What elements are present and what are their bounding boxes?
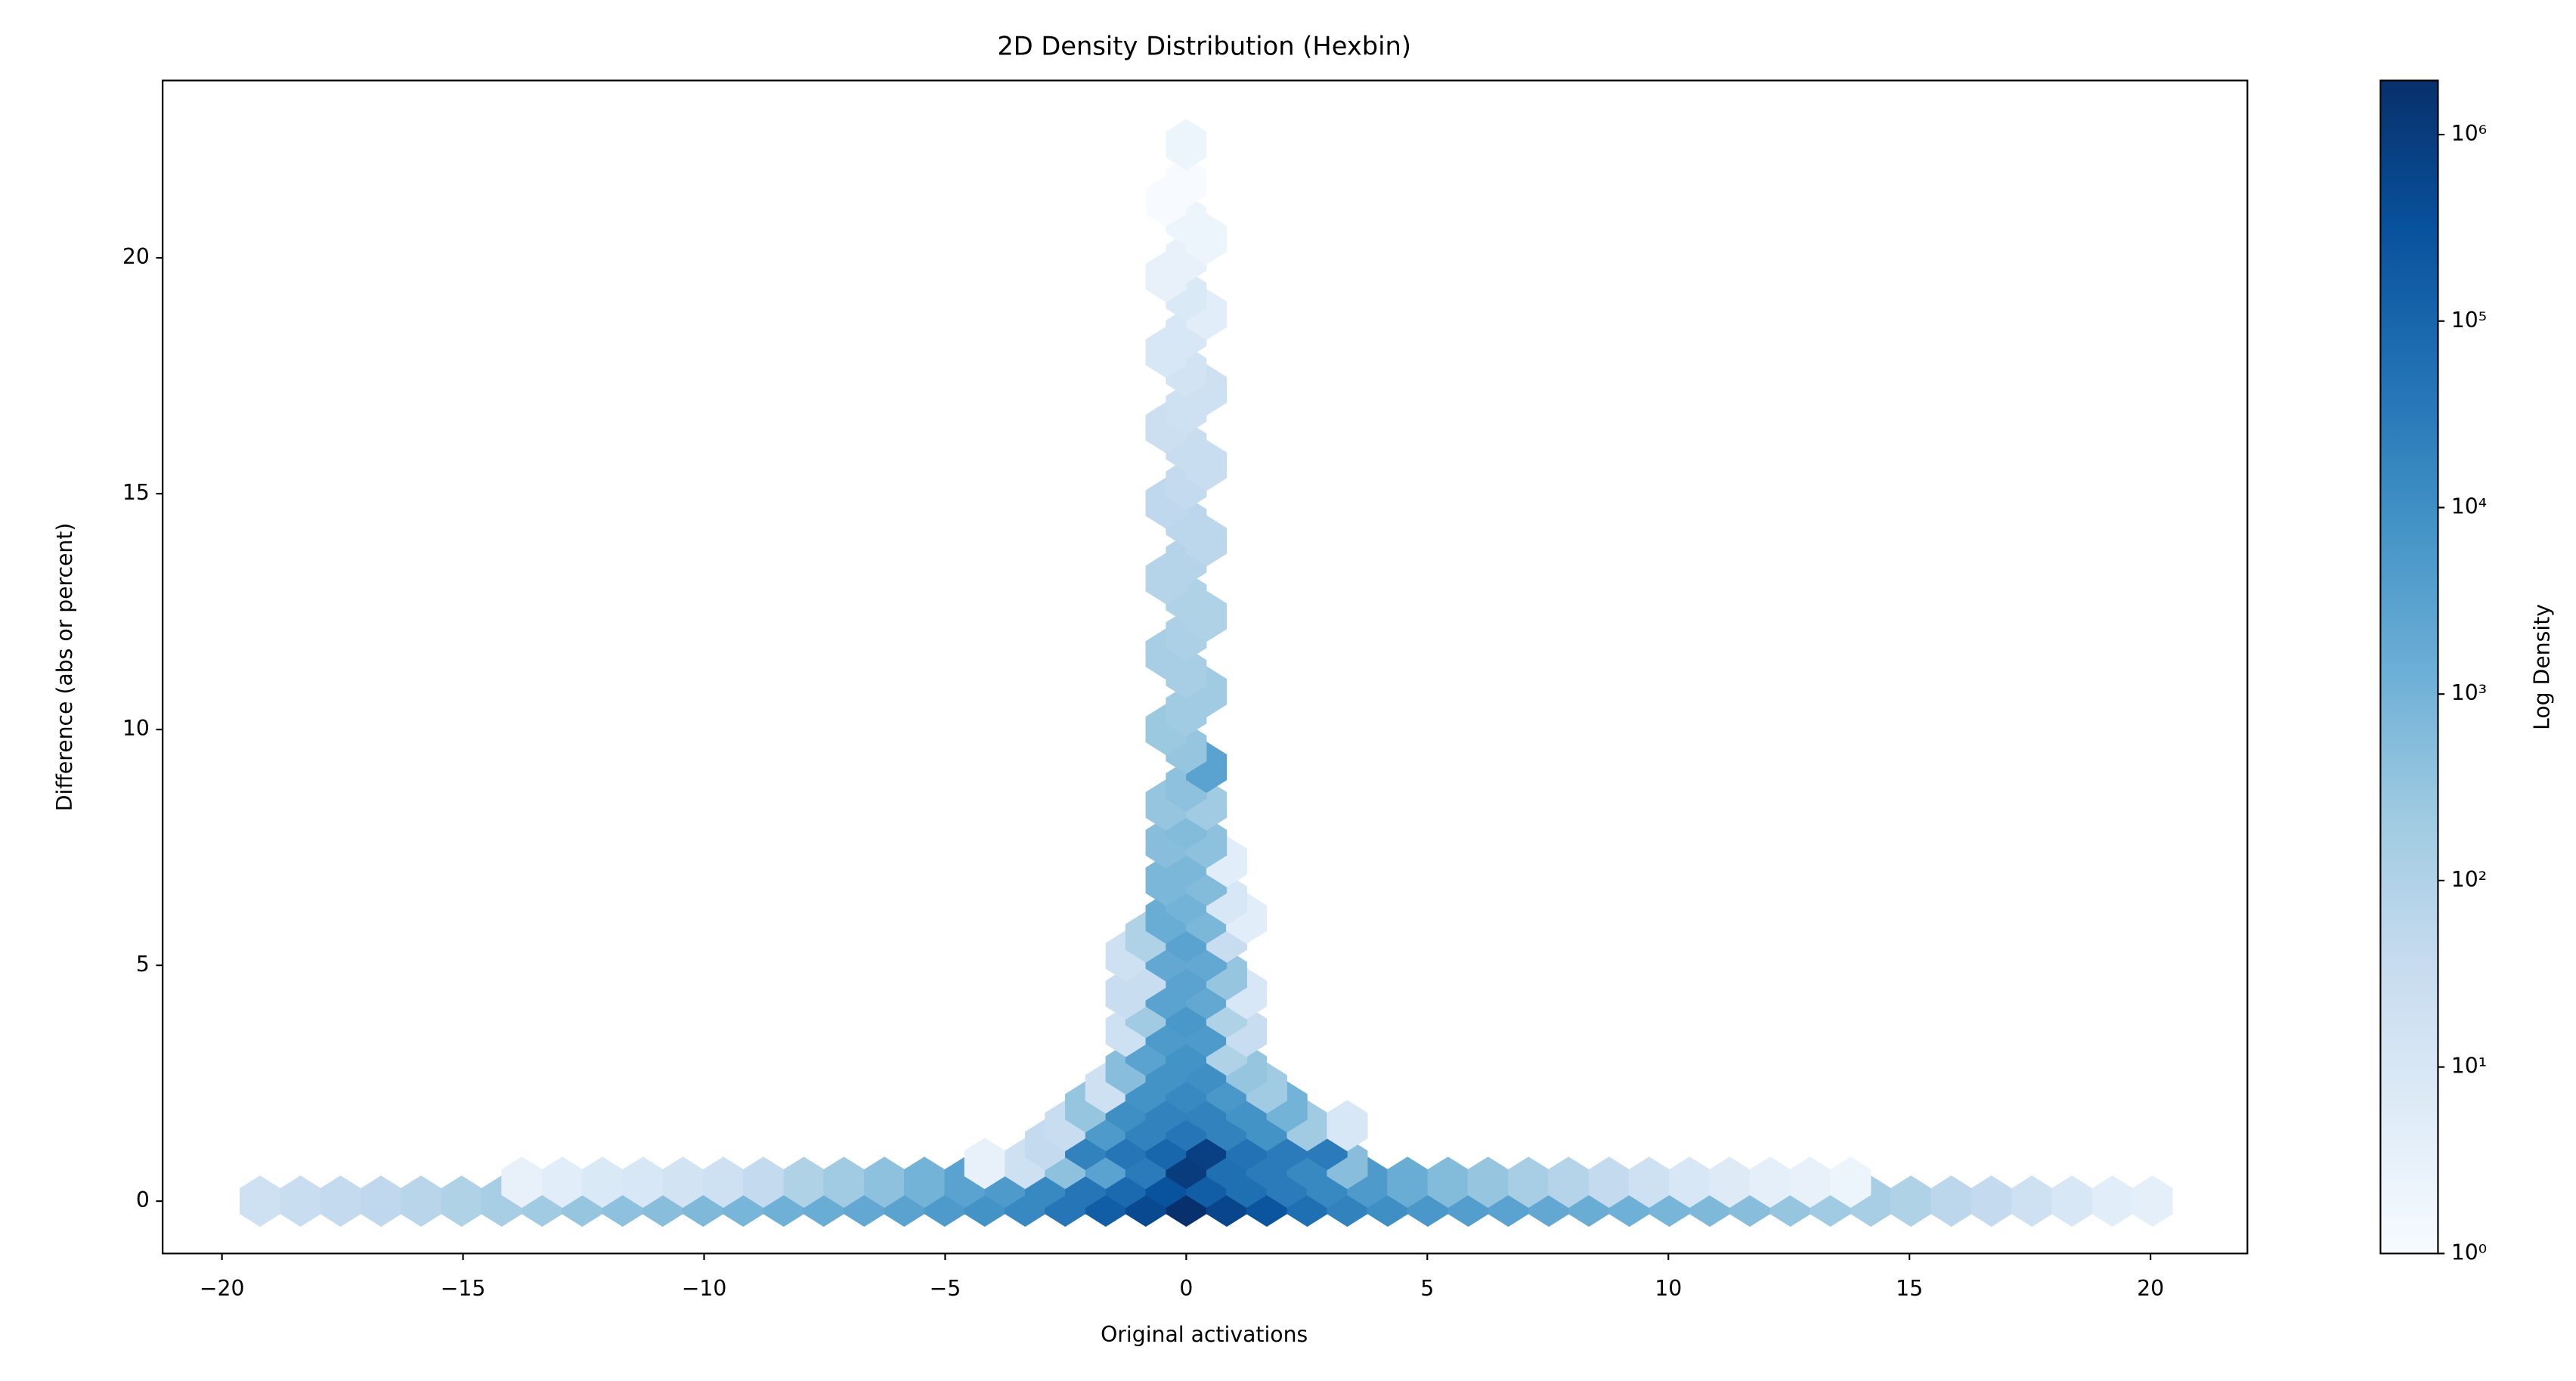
colorbar-tick-label: 10³ (2451, 680, 2487, 705)
hex (1628, 1157, 1670, 1209)
hex (1971, 1175, 2012, 1227)
y-axis-label: Difference (abs or percent) (52, 523, 77, 812)
chart-title: 2D Density Distribution (Hexbin) (997, 32, 1411, 61)
hex (2091, 1175, 2133, 1227)
x-tick-label: −20 (200, 1276, 245, 1301)
y-tick-label: 20 (122, 244, 150, 269)
hex (964, 1138, 1005, 1190)
hex (1830, 1157, 1872, 1209)
colorbar (2380, 80, 2438, 1254)
hex (501, 1157, 543, 1209)
hex (662, 1157, 704, 1209)
hex (1166, 119, 1207, 171)
hex (1548, 1157, 1590, 1209)
hex (280, 1175, 321, 1227)
x-tick-label: 5 (1420, 1276, 1434, 1301)
hex-layer (240, 119, 2173, 1227)
hex (2011, 1175, 2053, 1227)
colorbar-tick-label: 10² (2451, 867, 2487, 892)
y-tick-label: 0 (136, 1187, 150, 1212)
x-tick-label: 20 (2137, 1276, 2164, 1301)
x-tick-label: 15 (1896, 1276, 1923, 1301)
colorbar-tick-label: 10⁰ (2451, 1240, 2487, 1265)
hex (441, 1175, 482, 1227)
hex (742, 1157, 784, 1209)
colorbar-tick-label: 10⁴ (2451, 494, 2487, 519)
y-tick-label: 15 (122, 480, 150, 505)
hex (320, 1175, 361, 1227)
hex (1930, 1175, 1972, 1227)
hex (240, 1175, 281, 1227)
x-tick-label: −5 (930, 1276, 961, 1301)
hex (581, 1157, 623, 1209)
x-tick-label: −10 (682, 1276, 727, 1301)
y-tick-label: 10 (122, 716, 150, 741)
hex (904, 1157, 946, 1209)
hex (401, 1175, 442, 1227)
x-tick-label: 0 (1179, 1276, 1193, 1301)
hex (2132, 1175, 2173, 1227)
hex (2051, 1175, 2093, 1227)
colorbar-tick-label: 10⁵ (2451, 308, 2487, 333)
hex (1467, 1157, 1509, 1209)
hex (1890, 1175, 1932, 1227)
hex (1789, 1157, 1831, 1209)
x-tick-label: −15 (441, 1276, 486, 1301)
x-tick-label: 10 (1655, 1276, 1682, 1301)
hex (361, 1175, 402, 1227)
colorbar-tick-label: 10¹ (2451, 1054, 2487, 1079)
hex (1327, 1100, 1368, 1152)
hex (1387, 1157, 1429, 1209)
hex (823, 1157, 865, 1209)
x-axis-label: Original activations (1101, 1322, 1308, 1347)
hex (1709, 1157, 1751, 1209)
colorbar-frame (2379, 79, 2439, 1255)
colorbar-tick-label: 10⁶ (2451, 121, 2487, 146)
colorbar-label: Log Density (2530, 604, 2555, 730)
plot-frame (162, 79, 2249, 1255)
y-tick-label: 5 (136, 952, 150, 977)
